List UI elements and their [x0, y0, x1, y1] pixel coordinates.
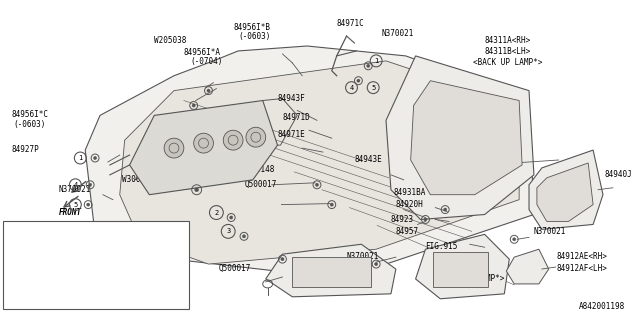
- Text: M700149(0704- ): M700149(0704- ): [21, 298, 85, 304]
- Circle shape: [93, 156, 97, 160]
- Text: M700149( -0809): M700149( -0809): [114, 289, 177, 295]
- Text: 4: 4: [349, 84, 354, 91]
- Text: 3: 3: [226, 228, 230, 234]
- Circle shape: [444, 208, 447, 211]
- Circle shape: [330, 203, 333, 206]
- Text: 1: 1: [78, 155, 83, 161]
- Circle shape: [195, 188, 198, 192]
- FancyBboxPatch shape: [433, 252, 488, 287]
- Text: (-0603): (-0603): [13, 120, 45, 129]
- Text: FIG.915: FIG.915: [426, 242, 458, 251]
- Text: 3: 3: [10, 270, 14, 276]
- FancyBboxPatch shape: [3, 221, 189, 309]
- Text: A842001198: A842001198: [579, 302, 625, 311]
- Text: 5: 5: [371, 84, 375, 91]
- Text: M700148: M700148: [243, 165, 275, 174]
- Text: W300018: W300018: [122, 175, 154, 184]
- Text: 5: 5: [103, 292, 107, 298]
- Circle shape: [374, 262, 378, 266]
- Polygon shape: [266, 244, 396, 297]
- Text: 84943E: 84943E: [355, 155, 382, 164]
- Text: N370021(0408- ): N370021(0408- ): [21, 232, 85, 239]
- Circle shape: [243, 235, 246, 238]
- Circle shape: [316, 183, 319, 186]
- Circle shape: [86, 203, 90, 206]
- Text: Q500017: Q500017: [218, 264, 251, 273]
- Text: FRONT: FRONT: [59, 208, 82, 217]
- Text: 84956I*B: 84956I*B: [233, 23, 270, 32]
- Text: M700149(0810- ): M700149(0810- ): [21, 254, 85, 261]
- Circle shape: [164, 138, 184, 158]
- Circle shape: [357, 79, 360, 82]
- Text: N370021: N370021: [347, 252, 379, 261]
- Text: 4: 4: [10, 292, 14, 298]
- Circle shape: [88, 183, 92, 186]
- Text: 84912AE<RH>: 84912AE<RH>: [557, 252, 607, 261]
- Text: 4: 4: [73, 182, 77, 188]
- Text: (-0603): (-0603): [238, 32, 271, 41]
- Text: 84956I*A: 84956I*A: [184, 48, 221, 57]
- Circle shape: [192, 104, 195, 107]
- Polygon shape: [529, 150, 603, 229]
- Circle shape: [513, 238, 516, 241]
- Circle shape: [281, 258, 284, 261]
- Circle shape: [223, 130, 243, 150]
- Text: Q500017: Q500017: [245, 180, 277, 189]
- Text: 1: 1: [10, 226, 14, 232]
- Text: 84943F: 84943F: [278, 93, 305, 103]
- Text: 84927P: 84927P: [12, 145, 39, 154]
- Text: 84920H: 84920H: [396, 200, 424, 209]
- Polygon shape: [129, 100, 278, 195]
- Polygon shape: [415, 234, 509, 299]
- Circle shape: [207, 89, 210, 92]
- Circle shape: [246, 127, 266, 147]
- Text: 1: 1: [374, 58, 378, 64]
- Text: 84923: 84923: [391, 214, 414, 224]
- Polygon shape: [85, 46, 534, 274]
- Text: 84931BA: 84931BA: [394, 188, 426, 197]
- Text: 2: 2: [214, 210, 218, 216]
- Polygon shape: [506, 249, 548, 284]
- Text: N370021: N370021: [59, 185, 91, 194]
- Circle shape: [424, 218, 427, 221]
- Text: 84971C: 84971C: [337, 19, 364, 28]
- Polygon shape: [411, 81, 522, 195]
- Text: 84940J: 84940J: [605, 170, 633, 179]
- Text: M700170(0809- ): M700170(0809- ): [114, 298, 177, 304]
- Text: N370021: N370021: [534, 228, 566, 236]
- FancyBboxPatch shape: [292, 257, 371, 287]
- Text: <LICENSE LAMP*>: <LICENSE LAMP*>: [435, 274, 505, 283]
- Text: M700152( -0704): M700152( -0704): [21, 289, 85, 295]
- Text: W205038: W205038: [154, 36, 187, 45]
- Text: 84311B<LH>: 84311B<LH>: [484, 47, 531, 56]
- Circle shape: [194, 133, 213, 153]
- Text: M700148( -0809): M700148( -0809): [21, 245, 85, 252]
- Text: 84311A<RH>: 84311A<RH>: [484, 36, 531, 45]
- Polygon shape: [120, 61, 519, 264]
- Text: 84957: 84957: [396, 228, 419, 236]
- Text: 84956I*C: 84956I*C: [12, 110, 48, 119]
- Text: 84940Z (0603- ): 84940Z (0603- ): [21, 269, 85, 276]
- Text: 5: 5: [73, 202, 77, 208]
- Text: 84971D: 84971D: [282, 113, 310, 123]
- Polygon shape: [537, 163, 593, 221]
- Text: 84912AF<LH>: 84912AF<LH>: [557, 264, 607, 273]
- Circle shape: [230, 216, 233, 219]
- Polygon shape: [386, 56, 534, 220]
- Circle shape: [367, 64, 370, 68]
- Text: (-0704): (-0704): [191, 57, 223, 66]
- Text: <BACK UP LAMP*>: <BACK UP LAMP*>: [473, 58, 542, 67]
- Text: 84956E( -0408): 84956E( -0408): [21, 223, 81, 230]
- Text: FIG.843: FIG.843: [450, 261, 483, 270]
- Text: 2: 2: [10, 248, 14, 254]
- Text: 84971E: 84971E: [278, 130, 305, 139]
- Text: N370021: N370021: [381, 29, 413, 38]
